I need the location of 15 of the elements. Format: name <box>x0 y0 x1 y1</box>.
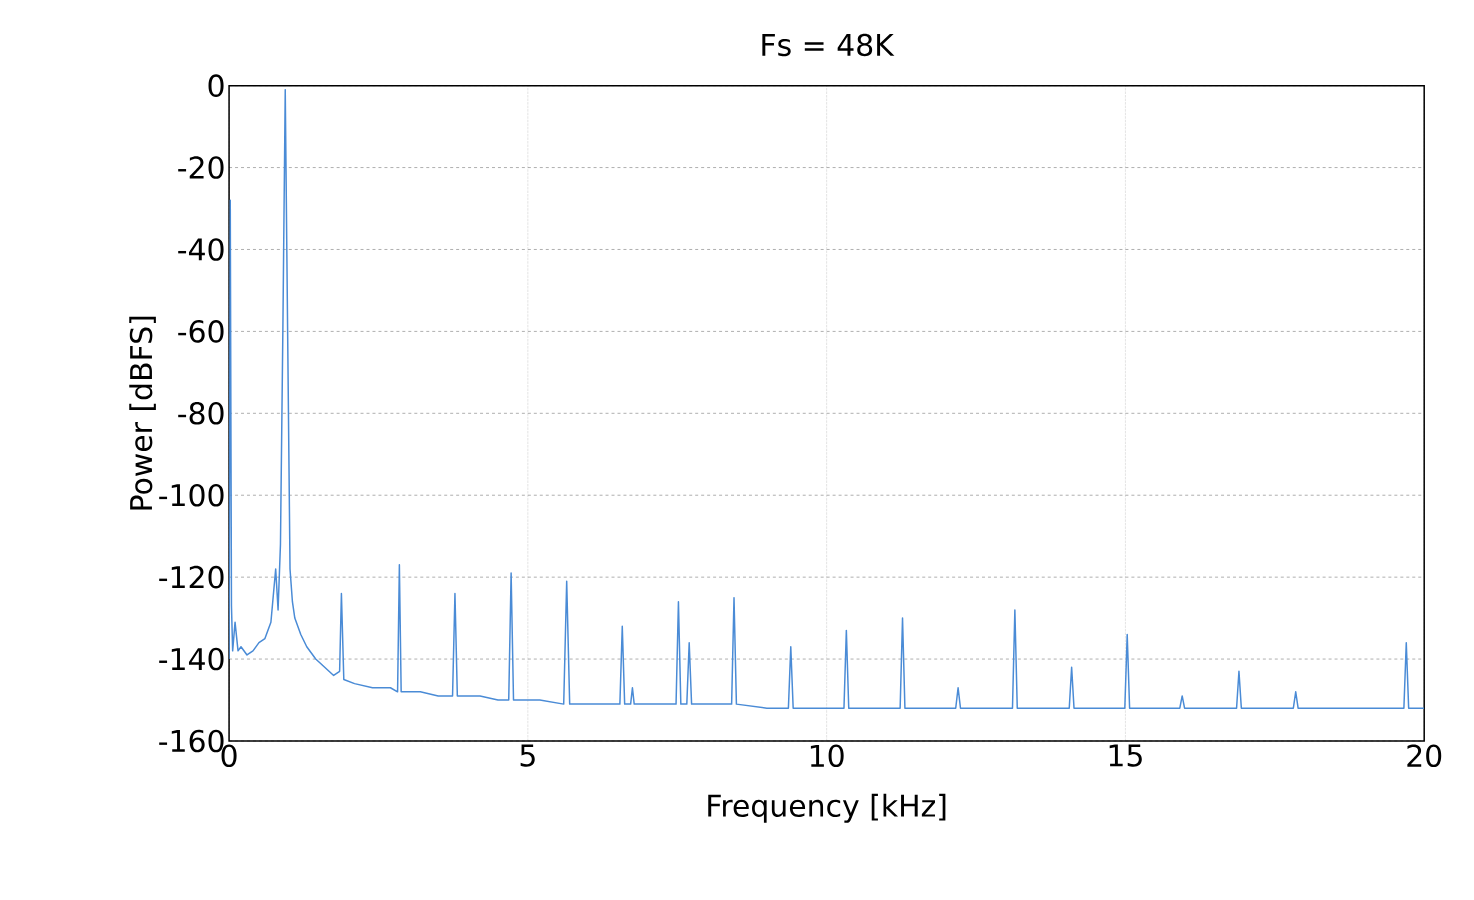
y-tick-label: -140 <box>159 647 224 671</box>
x-tick-label: 5 <box>520 744 535 767</box>
x-tick-label: 10 <box>810 744 844 767</box>
x-axis-title: Frequency [kHz] <box>708 793 946 823</box>
y-tick-label: 0 <box>208 74 224 97</box>
x-tick-label: 15 <box>1109 744 1142 767</box>
y-tick-label: -120 <box>159 565 224 589</box>
y-tick-label: -80 <box>178 401 224 425</box>
chart-title: Fs = 48K <box>762 33 895 57</box>
x-tick-label: 20 <box>1407 744 1442 767</box>
y-tick-label: -20 <box>178 156 224 179</box>
y-tick-label: -60 <box>178 319 224 343</box>
y-tick-label: -40 <box>178 238 224 261</box>
y-axis-title: Power [dBFS] <box>129 316 156 510</box>
y-tick-label: -100 <box>159 483 224 507</box>
